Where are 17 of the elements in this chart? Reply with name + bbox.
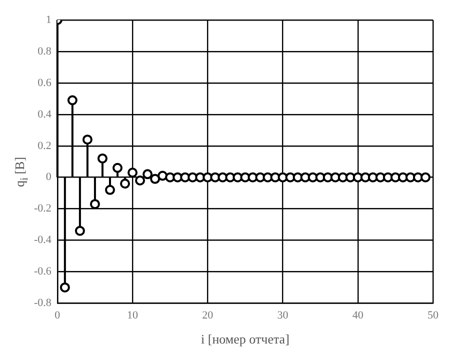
x-tick-label: 50 — [428, 310, 439, 322]
y-tick-label: 1 — [46, 14, 52, 26]
y-tick-label: 0.2 — [38, 140, 52, 152]
x-axis-title: i [номер отчета] — [201, 332, 290, 347]
y-tick-label: -0.2 — [34, 202, 52, 215]
y-tick-label: -0.8 — [34, 297, 52, 310]
y-tick-label: -0.6 — [34, 266, 52, 278]
x-tick-label: 40 — [352, 310, 364, 322]
y-tick-label: 0.8 — [38, 45, 52, 58]
x-tick-label: 10 — [127, 310, 139, 322]
y-tick-label: 0.4 — [38, 108, 52, 120]
x-tick-label: 0 — [54, 310, 61, 322]
y-tick-label: 0.6 — [38, 76, 52, 89]
y-tick-label: -0.4 — [34, 234, 52, 246]
y-tick-label: 0 — [46, 171, 52, 184]
x-tick-label: 20 — [202, 310, 214, 322]
x-tick-label: 30 — [277, 310, 289, 322]
